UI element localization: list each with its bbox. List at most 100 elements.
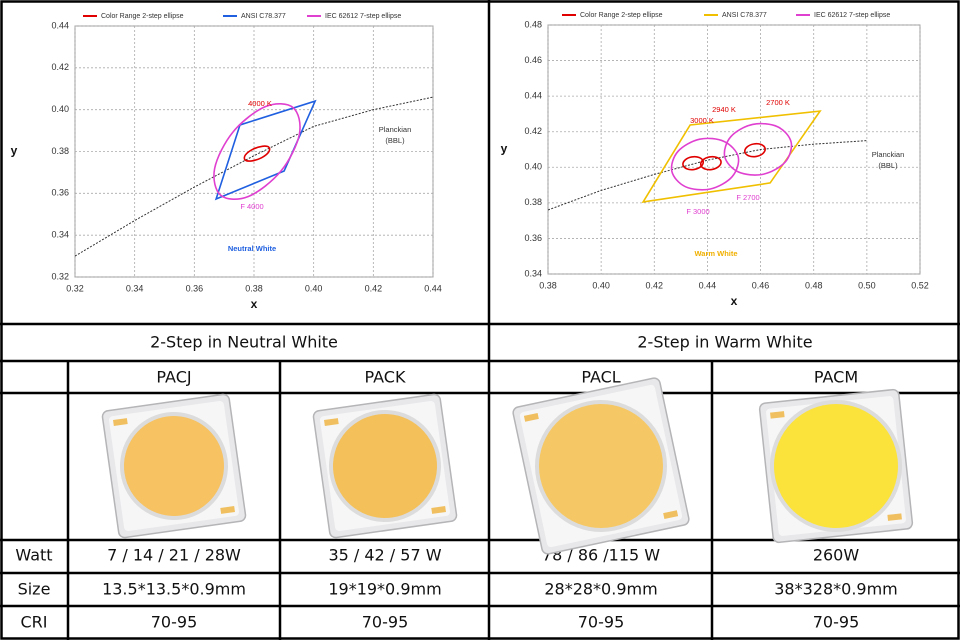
y-tick-label: 0.44 <box>51 20 69 30</box>
region-outline <box>213 102 301 201</box>
annotation: Planckian <box>872 150 905 159</box>
x-tick-label: 0.42 <box>365 283 383 293</box>
table-cell: 260W <box>813 546 860 565</box>
table-cell: 78 / 86 /115 W <box>542 546 660 565</box>
chip-pad <box>523 413 539 422</box>
annotation: 4000 K <box>248 99 272 108</box>
annotation: Neutral White <box>228 244 276 253</box>
x-tick-label: 0.40 <box>305 283 323 293</box>
plot-content <box>75 96 433 257</box>
chip-phosphor <box>539 404 663 528</box>
table-cell: 70-95 <box>151 613 198 632</box>
table-cell: 28*28*0.9mm <box>544 580 657 599</box>
region-outline <box>641 110 822 204</box>
y-tick-label: 0.32 <box>51 271 69 281</box>
table-cell: 19*19*0.9mm <box>328 580 441 599</box>
table-cell: 70-95 <box>362 613 409 632</box>
annotation: (BBL) <box>878 161 898 170</box>
legend-label: IEC 62612 7-step ellipse <box>814 12 890 19</box>
table-cell: 38*328*0.9mm <box>774 580 898 599</box>
y-tick-label: 0.48 <box>524 19 542 29</box>
x-tick-label: 0.38 <box>245 283 263 293</box>
column-header: PACM <box>814 368 858 387</box>
chip-phosphor <box>124 416 224 516</box>
y-tick-label: 0.40 <box>51 104 69 114</box>
table-cell: 70-95 <box>578 613 625 632</box>
y-tick-label: 0.42 <box>51 62 69 72</box>
y-tick-label: 0.38 <box>524 197 542 207</box>
y-tick-label: 0.46 <box>524 55 542 65</box>
x-tick-label: 0.42 <box>646 280 664 290</box>
chip-pad <box>220 506 235 514</box>
plot-content <box>548 110 867 211</box>
y-tick-label: 0.44 <box>524 91 542 101</box>
section-title: 2-Step in Warm White <box>637 333 812 352</box>
x-tick-label: 0.46 <box>752 280 770 290</box>
table-cell: 35 / 42 / 57 W <box>328 546 441 565</box>
annotation: Planckian <box>379 125 412 134</box>
legend-label: Color Range 2-step ellipse <box>101 13 184 20</box>
chip-phosphor <box>774 404 898 528</box>
y-tick-label: 0.42 <box>524 126 542 136</box>
x-tick-label: 0.34 <box>126 283 144 293</box>
chip-phosphor <box>333 414 437 518</box>
x-tick-label: 0.48 <box>805 280 823 290</box>
x-tick-label: 0.36 <box>186 283 204 293</box>
x-tick-label: 0.38 <box>539 280 557 290</box>
annotation: 2700 K <box>766 98 790 107</box>
y-tick-label: 0.34 <box>524 268 542 278</box>
chart: 0.38 0.40 0.42 0.44 0.46 0.48 0.50 0.52 0.34 0.36… <box>501 12 929 308</box>
legend-label: ANSI C78.377 <box>241 13 286 20</box>
region-outline <box>723 122 793 176</box>
region-outline <box>243 145 271 162</box>
chip-pad <box>324 418 339 426</box>
y-tick-label: 0.38 <box>51 146 69 156</box>
x-tick-label: 0.50 <box>858 280 876 290</box>
column-header: PACK <box>365 368 406 387</box>
annotation: (BBL) <box>385 136 405 145</box>
y-axis-label: y <box>501 142 508 156</box>
column-header: PACL <box>581 368 620 387</box>
y-tick-label: 0.36 <box>524 233 542 243</box>
product-image <box>312 393 458 539</box>
region-outline <box>682 155 705 171</box>
annotation: F 3000 <box>686 207 709 216</box>
table-cell: 70-95 <box>813 613 860 632</box>
chip-pad <box>431 506 446 514</box>
product-image <box>101 393 247 539</box>
product-image <box>758 388 914 544</box>
planckian-curve <box>548 140 867 211</box>
table-cell: 13.5*13.5*0.9mm <box>102 580 246 599</box>
row-header: Watt <box>15 546 52 565</box>
row-header: Size <box>18 580 51 599</box>
legend-label: IEC 62612 7-step ellipse <box>325 13 401 20</box>
chip-pad <box>770 411 785 419</box>
region-outline <box>670 137 740 191</box>
chip-pad <box>887 513 902 521</box>
annotation: Warm White <box>694 249 737 258</box>
product-image <box>512 377 690 555</box>
annotation: 3000 K <box>690 116 714 125</box>
table-cell: 7 / 14 / 21 / 28W <box>107 546 241 565</box>
chart: 0.32 0.34 0.36 0.38 0.40 0.42 0.44 0.32 0.34 0.36… <box>11 13 442 311</box>
x-tick-label: 0.44 <box>699 280 717 290</box>
x-tick-label: 0.40 <box>592 280 610 290</box>
annotation: F 2700 <box>736 193 759 202</box>
legend-label: ANSI C78.377 <box>722 12 767 19</box>
y-axis-label: y <box>11 144 18 158</box>
chip-pad <box>113 418 128 426</box>
annotation: 2940 K <box>712 105 736 114</box>
x-tick-label: 0.52 <box>911 280 929 290</box>
section-title: 2-Step in Neutral White <box>150 333 338 352</box>
y-tick-label: 0.40 <box>524 162 542 172</box>
chip-pad <box>663 510 679 519</box>
x-axis-label: x <box>731 294 738 308</box>
x-tick-label: 0.44 <box>424 283 442 293</box>
annotation: F 4000 <box>240 202 263 211</box>
region-outline <box>214 99 317 201</box>
y-tick-label: 0.34 <box>51 230 69 240</box>
x-tick-label: 0.32 <box>66 283 84 293</box>
